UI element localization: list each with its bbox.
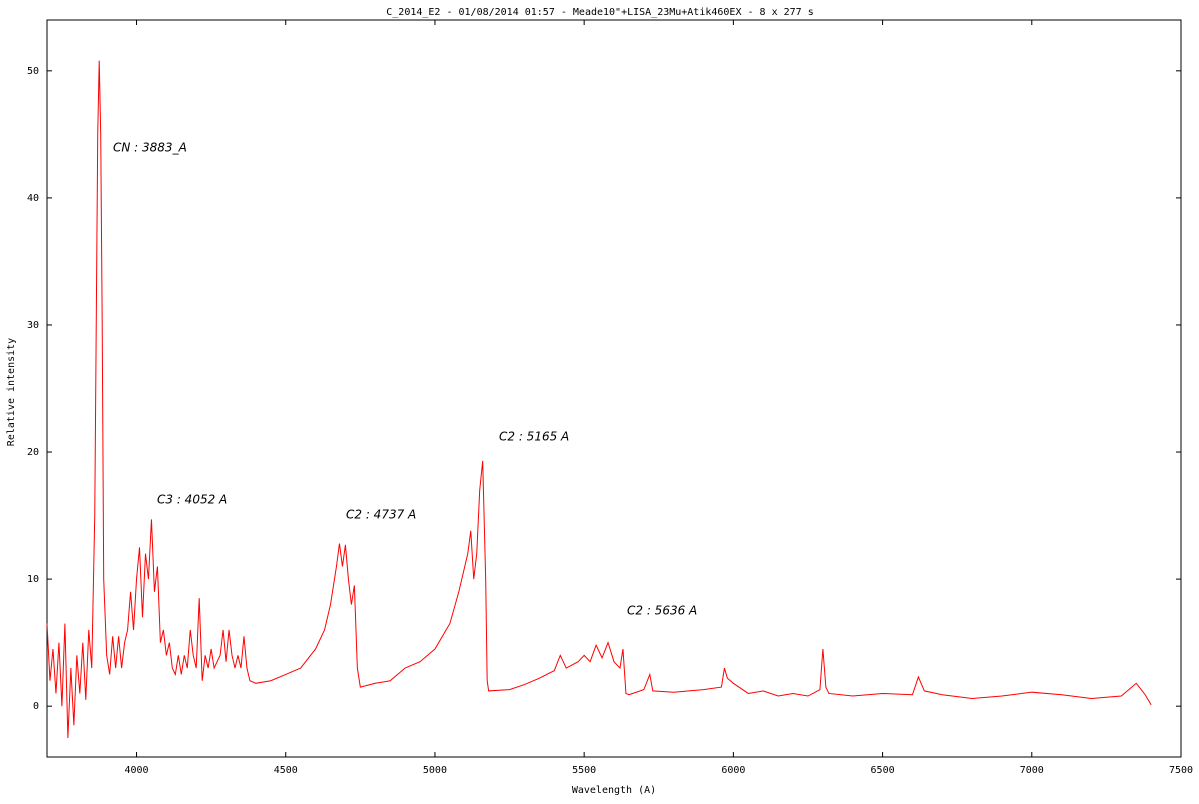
x-tick-label: 7000 [1020,765,1044,776]
y-axis-label: Relative intensity [6,338,17,446]
x-tick-label: 4500 [274,765,298,776]
annotation: C2 : 5636 A [627,604,697,618]
y-tick-label: 10 [27,574,39,585]
x-tick-label: 5000 [423,765,447,776]
x-tick-label: 5500 [572,765,596,776]
chart-title: C_2014_E2 - 01/08/2014 01:57 - Meade10"+… [386,7,813,18]
y-tick-label: 50 [27,66,39,77]
y-tick-label: 30 [27,320,39,331]
annotation: C3 : 4052 A [157,493,227,507]
y-tick-label: 40 [27,193,39,204]
x-tick-label: 6000 [721,765,745,776]
x-tick-label: 7500 [1169,765,1193,776]
x-axis-label: Wavelength (A) [572,785,656,796]
annotation: CN : 3883_A [113,141,187,155]
annotation: C2 : 5165 A [499,430,569,444]
plot-frame [46,19,1182,758]
x-tick-label: 6500 [871,765,895,776]
y-tick-label: 20 [27,447,39,458]
x-tick-label: 4000 [124,765,148,776]
y-tick-label: 0 [33,701,39,712]
spectrum-line [46,60,1152,738]
annotation: C2 : 4737 A [346,508,416,522]
